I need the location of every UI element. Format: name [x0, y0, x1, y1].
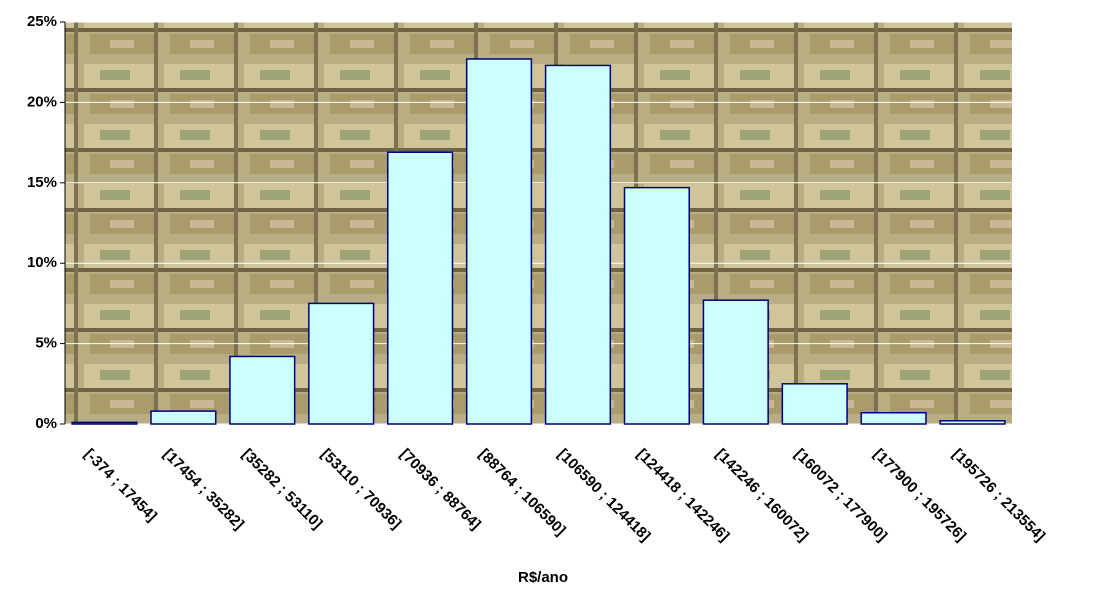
bar — [309, 303, 374, 424]
y-tick-label: 20% — [27, 93, 57, 110]
y-tick-label: 10% — [27, 254, 57, 271]
bar — [151, 411, 216, 424]
y-tick-label: 5% — [35, 335, 57, 352]
bar — [230, 356, 295, 424]
plot-background — [65, 22, 1012, 424]
bar — [388, 152, 453, 424]
chart: R$/ano 0% 5% 10% 15% 20% 25% [-374 ; 17454][17… — [0, 0, 1112, 589]
x-axis-label: R$/ano — [518, 569, 568, 586]
bar — [703, 300, 768, 424]
y-tick-label: 25% — [27, 13, 57, 30]
y-tick-label: 15% — [27, 174, 57, 191]
bar — [940, 421, 1005, 424]
bar — [546, 65, 611, 424]
x-tick-label: [35282 ; 53110] — [239, 446, 326, 533]
x-tick-label: [53110 ; 70936] — [318, 446, 405, 533]
bar — [782, 384, 847, 424]
bar — [625, 188, 690, 424]
bar — [72, 422, 137, 424]
x-tick-label: [70936 ; 88764] — [396, 446, 484, 534]
bar — [861, 413, 926, 424]
x-tick-label: [-374 ; 17454] — [81, 446, 160, 525]
y-tick-label: 0% — [35, 415, 57, 432]
bar — [467, 59, 532, 424]
x-tick-label: [88764 ; 106590] — [475, 446, 568, 539]
x-tick-label: [17454 ; 35282] — [160, 446, 248, 534]
